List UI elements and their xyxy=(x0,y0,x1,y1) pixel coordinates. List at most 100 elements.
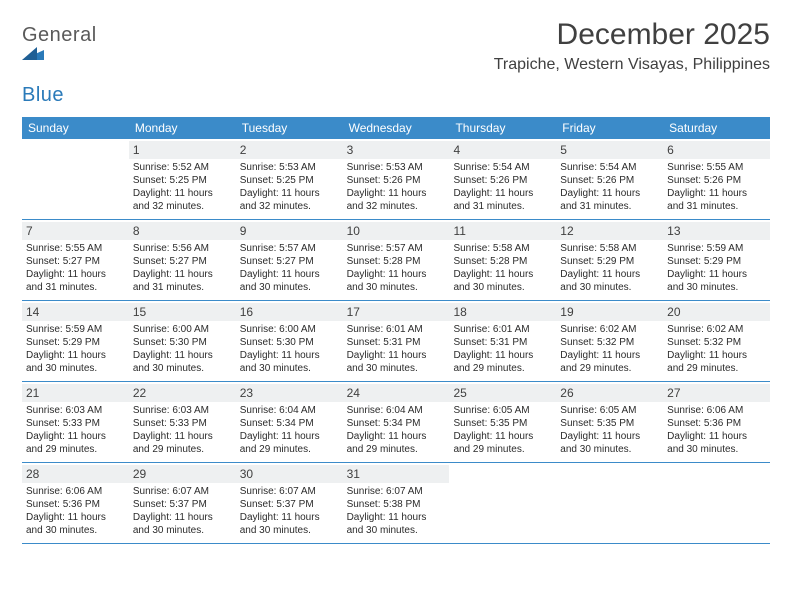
calendar-week: 21Sunrise: 6:03 AMSunset: 5:33 PMDayligh… xyxy=(22,382,770,463)
day-number: 15 xyxy=(129,303,236,321)
day-detail: Sunrise: 6:03 AMSunset: 5:33 PMDaylight:… xyxy=(133,404,232,456)
day-number: 20 xyxy=(663,303,770,321)
day-detail: Sunrise: 6:02 AMSunset: 5:32 PMDaylight:… xyxy=(560,323,659,375)
day-detail: Sunrise: 5:53 AMSunset: 5:25 PMDaylight:… xyxy=(240,161,339,213)
day-detail: Sunrise: 5:53 AMSunset: 5:26 PMDaylight:… xyxy=(347,161,446,213)
day-number: 22 xyxy=(129,384,236,402)
calendar-day xyxy=(449,463,556,543)
calendar-day: 3 Sunrise: 5:53 AMSunset: 5:26 PMDaylight… xyxy=(343,139,450,219)
calendar-day: 27 Sunrise: 6:06 AMSunset: 5:36 PMDayligh… xyxy=(663,382,770,462)
location-subtitle: Trapiche, Western Visayas, Philippines xyxy=(494,56,770,74)
day-number: 29 xyxy=(129,465,236,483)
calendar-day: 30 Sunrise: 6:07 AMSunset: 5:37 PMDayligh… xyxy=(236,463,343,543)
day-detail: Sunrise: 5:57 AMSunset: 5:28 PMDaylight:… xyxy=(347,242,446,294)
day-number: 17 xyxy=(343,303,450,321)
calendar-day: 25Sunrise: 6:05 AMSunset: 5:35 PMDayligh… xyxy=(449,382,556,462)
day-detail: Sunrise: 6:00 AMSunset: 5:30 PMDaylight:… xyxy=(240,323,339,375)
day-number: 27 xyxy=(663,384,770,402)
day-detail: Sunrise: 5:59 AMSunset: 5:29 PMDaylight:… xyxy=(26,323,125,375)
day-detail: Sunrise: 6:04 AMSunset: 5:34 PMDaylight:… xyxy=(240,404,339,456)
day-detail: Sunrise: 6:07 AMSunset: 5:37 PMDaylight:… xyxy=(240,485,339,537)
weekday-header: Thursday xyxy=(449,117,556,139)
day-detail: Sunrise: 6:03 AMSunset: 5:33 PMDaylight:… xyxy=(26,404,125,456)
day-number: 24 xyxy=(343,384,450,402)
day-detail: Sunrise: 6:06 AMSunset: 5:36 PMDaylight:… xyxy=(26,485,125,537)
calendar-day: 7 Sunrise: 5:55 AMSunset: 5:27 PMDaylight… xyxy=(22,220,129,300)
calendar-day: 9Sunrise: 5:57 AMSunset: 5:27 PMDaylight… xyxy=(236,220,343,300)
day-number: 2 xyxy=(236,141,343,159)
weekday-header: Wednesday xyxy=(343,117,450,139)
day-number: 5 xyxy=(556,141,663,159)
calendar-day: 22 Sunrise: 6:03 AMSunset: 5:33 PMDayligh… xyxy=(129,382,236,462)
brand-name-a: General xyxy=(22,24,97,46)
day-number: 31 xyxy=(343,465,450,483)
day-detail: Sunrise: 6:05 AMSunset: 5:35 PMDaylight:… xyxy=(453,404,552,456)
day-number: 11 xyxy=(449,222,556,240)
day-detail: Sunrise: 6:05 AMSunset: 5:35 PMDaylight:… xyxy=(560,404,659,456)
calendar-table: SundayMondayTuesdayWednesdayThursdayFrid… xyxy=(22,117,770,544)
day-detail: Sunrise: 5:55 AMSunset: 5:27 PMDaylight:… xyxy=(26,242,125,294)
day-number: 10 xyxy=(343,222,450,240)
day-number: 18 xyxy=(449,303,556,321)
day-detail: Sunrise: 6:00 AMSunset: 5:30 PMDaylight:… xyxy=(133,323,232,375)
day-number: 6 xyxy=(663,141,770,159)
day-number: 4 xyxy=(449,141,556,159)
day-detail: Sunrise: 6:01 AMSunset: 5:31 PMDaylight:… xyxy=(347,323,446,375)
calendar-week: 28Sunrise: 6:06 AMSunset: 5:36 PMDayligh… xyxy=(22,463,770,544)
calendar-day: 15 Sunrise: 6:00 AMSunset: 5:30 PMDayligh… xyxy=(129,301,236,381)
day-detail: Sunrise: 6:04 AMSunset: 5:34 PMDaylight:… xyxy=(347,404,446,456)
weekday-header-row: SundayMondayTuesdayWednesdayThursdayFrid… xyxy=(22,117,770,139)
calendar-day xyxy=(556,463,663,543)
day-number: 1 xyxy=(129,141,236,159)
day-number: 16 xyxy=(236,303,343,321)
day-detail: Sunrise: 5:58 AMSunset: 5:28 PMDaylight:… xyxy=(453,242,552,294)
day-detail: Sunrise: 5:55 AMSunset: 5:26 PMDaylight:… xyxy=(667,161,766,213)
calendar-day: 29 Sunrise: 6:07 AMSunset: 5:37 PMDayligh… xyxy=(129,463,236,543)
day-number: 12 xyxy=(556,222,663,240)
day-number: 23 xyxy=(236,384,343,402)
day-number: 14 xyxy=(22,303,129,321)
calendar-day: 8 Sunrise: 5:56 AMSunset: 5:27 PMDaylight… xyxy=(129,220,236,300)
weekday-header: Saturday xyxy=(663,117,770,139)
calendar-day: 4 Sunrise: 5:54 AMSunset: 5:26 PMDaylight… xyxy=(449,139,556,219)
day-detail: Sunrise: 5:56 AMSunset: 5:27 PMDaylight:… xyxy=(133,242,232,294)
day-number: 3 xyxy=(343,141,450,159)
day-detail: Sunrise: 5:59 AMSunset: 5:29 PMDaylight:… xyxy=(667,242,766,294)
day-number: 7 xyxy=(22,222,129,240)
calendar-day: 6 Sunrise: 5:55 AMSunset: 5:26 PMDaylight… xyxy=(663,139,770,219)
calendar-day: 28Sunrise: 6:06 AMSunset: 5:36 PMDayligh… xyxy=(22,463,129,543)
month-title: December 2025 xyxy=(494,18,770,52)
brand-name-b: Blue xyxy=(22,84,64,106)
calendar-week: 14 Sunrise: 5:59 AMSunset: 5:29 PMDayligh… xyxy=(22,301,770,382)
calendar-day: 14 Sunrise: 5:59 AMSunset: 5:29 PMDayligh… xyxy=(22,301,129,381)
day-number: 19 xyxy=(556,303,663,321)
day-detail: Sunrise: 5:54 AMSunset: 5:26 PMDaylight:… xyxy=(453,161,552,213)
day-detail: Sunrise: 5:54 AMSunset: 5:26 PMDaylight:… xyxy=(560,161,659,213)
day-detail: Sunrise: 6:02 AMSunset: 5:32 PMDaylight:… xyxy=(667,323,766,375)
calendar-day: 5 Sunrise: 5:54 AMSunset: 5:26 PMDaylight… xyxy=(556,139,663,219)
calendar-day: 24 Sunrise: 6:04 AMSunset: 5:34 PMDayligh… xyxy=(343,382,450,462)
calendar-day: 20 Sunrise: 6:02 AMSunset: 5:32 PMDayligh… xyxy=(663,301,770,381)
calendar-day: 1Sunrise: 5:52 AMSunset: 5:25 PMDaylight… xyxy=(129,139,236,219)
calendar-day: 11 Sunrise: 5:58 AMSunset: 5:28 PMDayligh… xyxy=(449,220,556,300)
calendar-day: 19 Sunrise: 6:02 AMSunset: 5:32 PMDayligh… xyxy=(556,301,663,381)
day-number: 30 xyxy=(236,465,343,483)
day-detail: Sunrise: 5:58 AMSunset: 5:29 PMDaylight:… xyxy=(560,242,659,294)
calendar-day: 17 Sunrise: 6:01 AMSunset: 5:31 PMDayligh… xyxy=(343,301,450,381)
weekday-header: Sunday xyxy=(22,117,129,139)
day-detail: Sunrise: 6:07 AMSunset: 5:37 PMDaylight:… xyxy=(133,485,232,537)
calendar-day: 18Sunrise: 6:01 AMSunset: 5:31 PMDayligh… xyxy=(449,301,556,381)
day-number: 26 xyxy=(556,384,663,402)
day-number: 8 xyxy=(129,222,236,240)
calendar-week: 1Sunrise: 5:52 AMSunset: 5:25 PMDaylight… xyxy=(22,139,770,220)
brand-mark-icon xyxy=(22,47,97,61)
calendar-day: 26 Sunrise: 6:05 AMSunset: 5:35 PMDayligh… xyxy=(556,382,663,462)
calendar-day: 31Sunrise: 6:07 AMSunset: 5:38 PMDayligh… xyxy=(343,463,450,543)
day-number: 9 xyxy=(236,222,343,240)
brand-name: General Blue xyxy=(22,24,97,107)
weekday-header: Monday xyxy=(129,117,236,139)
day-number: 21 xyxy=(22,384,129,402)
calendar-day xyxy=(22,139,129,219)
day-detail: Sunrise: 6:06 AMSunset: 5:36 PMDaylight:… xyxy=(667,404,766,456)
weekday-header: Tuesday xyxy=(236,117,343,139)
